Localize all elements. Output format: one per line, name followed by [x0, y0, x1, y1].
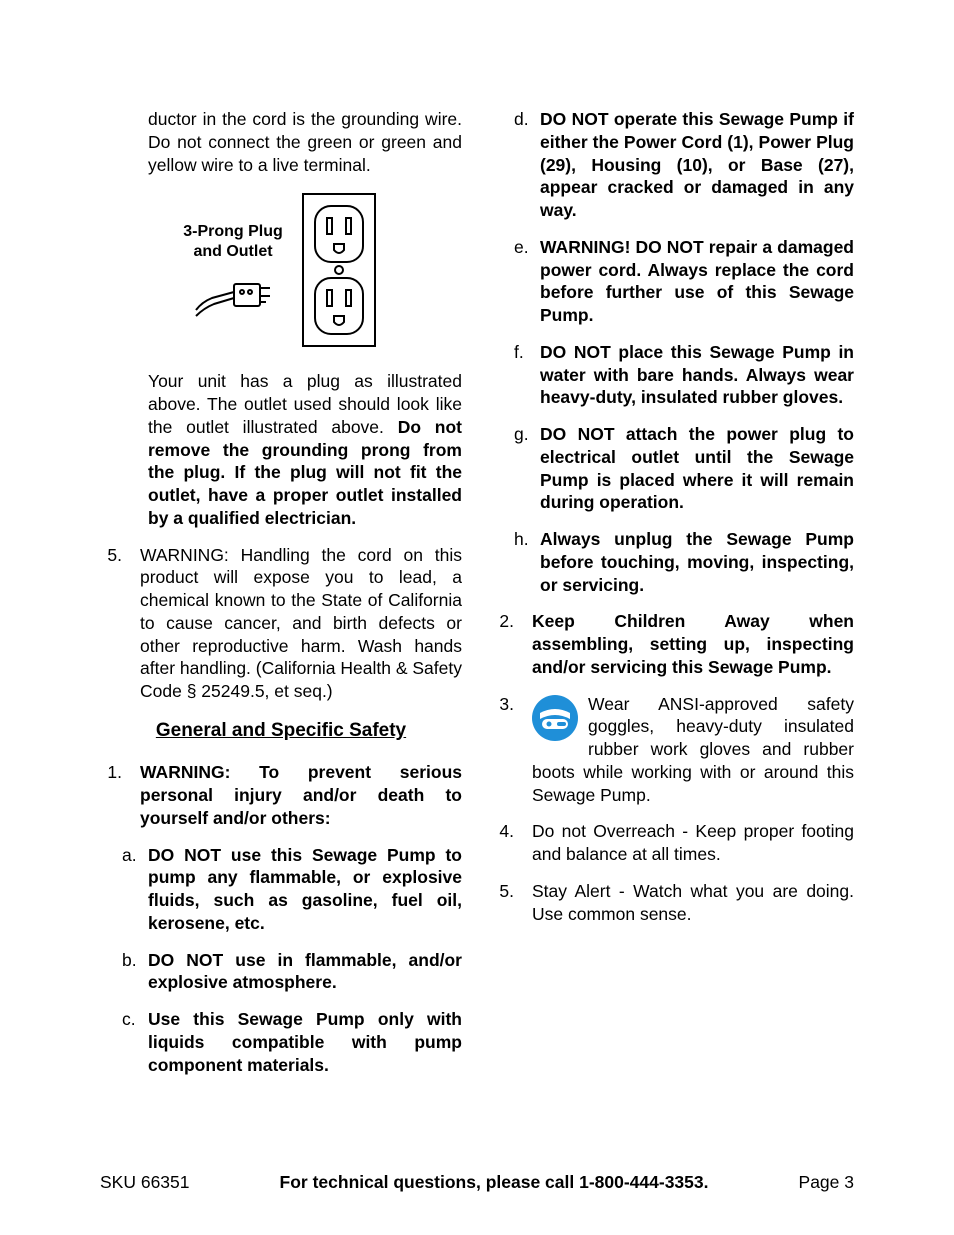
figure-caption: 3-Prong Plug and Outlet: [183, 222, 283, 262]
sub-body: DO NOT attach the power plug to electric…: [540, 423, 854, 514]
sub-number: e.: [514, 236, 532, 327]
right-column: d. DO NOT operate this Sewage Pump if ei…: [492, 108, 854, 1090]
sub-number: h.: [514, 528, 532, 596]
list-number: 3.: [492, 693, 514, 807]
bold-span: DO NOT attach the power plug to electric…: [540, 424, 854, 512]
bold-span: Keep Children Away when assembling, sett…: [532, 611, 854, 677]
bold-span: DO NOT use in flammable, and/or explosiv…: [148, 950, 462, 993]
list-number: 1.: [100, 761, 122, 829]
sub-item-h: h. Always unplug the Sewage Pump before …: [492, 528, 854, 596]
list-body: Keep Children Away when assembling, sett…: [532, 610, 854, 678]
bold-span: DO NOT place this Sewage Pump in water w…: [540, 342, 854, 408]
list-item-5: 5. WARNING: Handling the cord on this pr…: [100, 544, 462, 703]
list-item-g5: 5. Stay Alert - Watch what you are doing…: [492, 880, 854, 926]
sub-item-e: e. WARNING! DO NOT repair a damaged powe…: [492, 236, 854, 327]
text-span: Wear ANSI-approved safety goggles, heavy…: [532, 694, 854, 805]
sub-number: c.: [122, 1008, 140, 1076]
list-item-g1: 1. WARNING: To prevent serious personal …: [100, 761, 462, 829]
bold-span: DO NOT use this Sewage Pump to pump any …: [148, 845, 462, 933]
sub-item-f: f. DO NOT place this Sewage Pump in wate…: [492, 341, 854, 409]
figure-left: 3-Prong Plug and Outlet: [183, 222, 283, 318]
goggles-icon: [532, 695, 578, 741]
page-footer: SKU 66351 For technical questions, pleas…: [100, 1172, 854, 1193]
footer-page-number: Page 3: [799, 1172, 854, 1193]
sub-number: a.: [122, 844, 140, 935]
sub-item-d: d. DO NOT operate this Sewage Pump if ei…: [492, 108, 854, 222]
figure-caption-line1: 3-Prong Plug: [183, 223, 283, 240]
bold-span: DO NOT operate this Sewage Pump if eithe…: [540, 109, 854, 220]
list-item-g2: 2. Keep Children Away when assembling, s…: [492, 610, 854, 678]
list-body: Stay Alert - Watch what you are doing. U…: [532, 880, 854, 926]
list-body: Do not Overreach - Keep proper footing a…: [532, 820, 854, 866]
list-body: Wear ANSI-approved safety goggles, heavy…: [532, 693, 854, 807]
sub-body: Use this Sewage Pump only with liquids c…: [148, 1008, 462, 1076]
plug-outlet-figure: 3-Prong Plug and Outlet: [100, 190, 462, 350]
continuation-paragraph: ductor in the cord is the grounding wire…: [100, 108, 462, 176]
list-item-g4: 4. Do not Overreach - Keep proper footin…: [492, 820, 854, 866]
bold-span: Always unplug the Sewage Pump before tou…: [540, 529, 854, 595]
sub-body: DO NOT operate this Sewage Pump if eithe…: [540, 108, 854, 222]
list-number: 4.: [492, 820, 514, 866]
footer-phone: For technical questions, please call 1-8…: [280, 1172, 709, 1193]
list-number: 5.: [100, 544, 122, 703]
sub-body: DO NOT use in flammable, and/or explosiv…: [148, 949, 462, 995]
two-column-layout: ductor in the cord is the grounding wire…: [100, 108, 854, 1090]
sub-body: DO NOT use this Sewage Pump to pump any …: [148, 844, 462, 935]
list-number: 5.: [492, 880, 514, 926]
sub-body: WARNING! DO NOT repair a damaged power c…: [540, 236, 854, 327]
sub-item-g: g. DO NOT attach the power plug to elect…: [492, 423, 854, 514]
sub-item-a: a. DO NOT use this Sewage Pump to pump a…: [100, 844, 462, 935]
bold-span: WARNING! DO NOT repair a damaged power c…: [540, 237, 854, 325]
sub-body: Always unplug the Sewage Pump before tou…: [540, 528, 854, 596]
figure-caption-line2: and Outlet: [193, 243, 272, 260]
list-item-g3: 3. Wear ANSI-approved safety goggles, he…: [492, 693, 854, 807]
bold-span: WARNING: To prevent serious personal inj…: [140, 762, 462, 828]
list-body: WARNING: Handling the cord on this produ…: [140, 544, 462, 703]
sub-number: d.: [514, 108, 532, 222]
sub-item-b: b. DO NOT use in flammable, and/or explo…: [100, 949, 462, 995]
sub-number: f.: [514, 341, 532, 409]
left-column: ductor in the cord is the grounding wire…: [100, 108, 462, 1090]
sub-number: g.: [514, 423, 532, 514]
list-body: WARNING: To prevent serious personal inj…: [140, 761, 462, 829]
outlet-icon: [299, 190, 379, 350]
sub-item-c: c. Use this Sewage Pump only with liquid…: [100, 1008, 462, 1076]
bold-span: Use this Sewage Pump only with liquids c…: [148, 1009, 462, 1075]
plug-outlet-paragraph: Your unit has a plug as illustrated abov…: [100, 370, 462, 529]
page: ductor in the cord is the grounding wire…: [0, 0, 954, 1235]
sub-number: b.: [122, 949, 140, 995]
list-number: 2.: [492, 610, 514, 678]
footer-sku: SKU 66351: [100, 1172, 190, 1193]
plug-icon: [194, 272, 272, 318]
sub-body: DO NOT place this Sewage Pump in water w…: [540, 341, 854, 409]
section-heading-general-safety: General and Specific Safety: [100, 719, 462, 744]
